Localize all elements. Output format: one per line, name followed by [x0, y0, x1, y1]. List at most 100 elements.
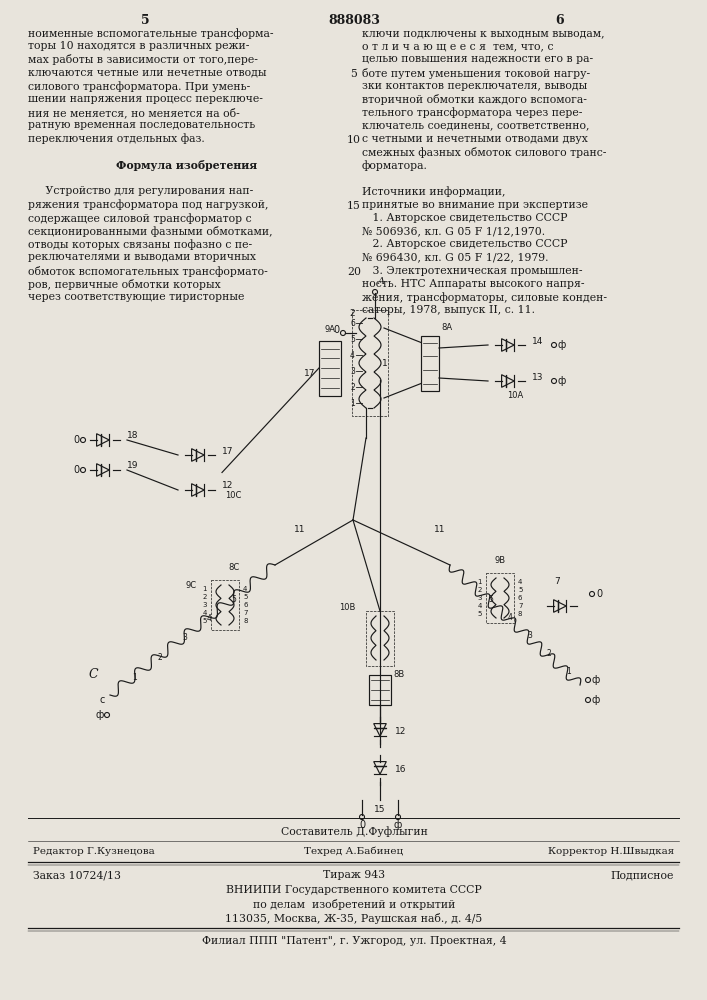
Text: 1: 1	[133, 672, 137, 682]
Text: A: A	[378, 277, 385, 286]
Text: 20: 20	[347, 267, 361, 277]
Text: Источники информации,: Источники информации,	[362, 186, 506, 197]
Text: 3: 3	[350, 366, 355, 375]
Text: секционированными фазными обмотками,: секционированными фазными обмотками,	[28, 226, 273, 237]
Text: 2: 2	[349, 308, 355, 318]
Text: Формула изобретения: Формула изобретения	[116, 160, 257, 171]
Text: 5: 5	[141, 14, 149, 27]
Text: по делам  изобретений и открытий: по делам изобретений и открытий	[253, 899, 455, 910]
Text: Составитель Д.Фуфлыгин: Составитель Д.Фуфлыгин	[281, 826, 428, 837]
Text: Филиал ППП "Патент", г. Ужгород, ул. Проектная, 4: Филиал ППП "Патент", г. Ужгород, ул. Про…	[201, 936, 506, 946]
Text: 14: 14	[532, 336, 544, 346]
Text: содержащее силовой трансформатор с: содержащее силовой трансформатор с	[28, 213, 252, 224]
Text: 1: 1	[477, 579, 482, 585]
Text: реключателями и выводами вторичных: реключателями и выводами вторичных	[28, 252, 256, 262]
Text: № 696430, кл. G 05 F 1/22, 1979.: № 696430, кл. G 05 F 1/22, 1979.	[362, 252, 549, 262]
Text: 4: 4	[478, 603, 482, 609]
Text: 6: 6	[556, 14, 564, 27]
Text: 11: 11	[294, 526, 305, 534]
Bar	[366, 610, 394, 666]
Text: ф: ф	[592, 695, 600, 705]
Text: с четными и нечетными отводами двух: с четными и нечетными отводами двух	[362, 134, 588, 144]
Text: 3. Электротехническая промышлен-: 3. Электротехническая промышлен-	[362, 266, 583, 276]
Bar	[319, 340, 341, 395]
Text: 2: 2	[203, 594, 207, 600]
Text: 2. Авторское свидетельство СССР: 2. Авторское свидетельство СССР	[362, 239, 568, 249]
Text: 12: 12	[395, 728, 407, 736]
Text: ф: ф	[558, 376, 566, 386]
Text: 8: 8	[518, 611, 522, 617]
Text: боте путем уменьшения токовой нагру-: боте путем уменьшения токовой нагру-	[362, 68, 590, 79]
Text: 4: 4	[207, 614, 211, 623]
Text: саторы, 1978, выпуск II, с. 11.: саторы, 1978, выпуск II, с. 11.	[362, 305, 535, 315]
Text: 4: 4	[508, 613, 513, 622]
Text: 3: 3	[527, 632, 532, 641]
Text: Тираж 943: Тираж 943	[323, 870, 385, 880]
Text: ния не меняется, но меняется на об-: ния не меняется, но меняется на об-	[28, 107, 240, 118]
Text: 2: 2	[158, 653, 162, 662]
Text: ключаются четные или нечетные отводы: ключаются четные или нечетные отводы	[28, 68, 267, 78]
Text: 6: 6	[243, 602, 247, 608]
Text: ф: ф	[95, 710, 104, 720]
Text: ф: ф	[558, 340, 566, 350]
Text: отводы которых связаны пофазно с пе-: отводы которых связаны пофазно с пе-	[28, 239, 252, 250]
Text: 113035, Москва, Ж-35, Раушская наб., д. 4/5: 113035, Москва, Ж-35, Раушская наб., д. …	[226, 913, 483, 924]
Text: мах работы в зависимости от того,пере-: мах работы в зависимости от того,пере-	[28, 54, 258, 65]
Text: 17: 17	[222, 446, 233, 456]
Text: Заказ 10724/13: Заказ 10724/13	[33, 870, 121, 880]
Text: о т л и ч а ю щ е е с я  тем, что, с: о т л и ч а ю щ е е с я тем, что, с	[362, 41, 554, 51]
Text: 16: 16	[395, 766, 407, 774]
Text: Корректор Н.Швыдкая: Корректор Н.Швыдкая	[548, 847, 674, 856]
Text: 7: 7	[554, 577, 560, 586]
Text: c: c	[100, 695, 105, 705]
Text: 3: 3	[182, 634, 187, 643]
Text: смежных фазных обмоток силового транс-: смежных фазных обмоток силового транс-	[362, 147, 607, 158]
Text: 6: 6	[518, 595, 522, 601]
Text: 10: 10	[347, 135, 361, 145]
Text: Подписное: Подписное	[611, 870, 674, 880]
Text: 5: 5	[488, 595, 493, 604]
Text: 9B: 9B	[494, 556, 506, 565]
Bar	[211, 580, 239, 630]
Text: 15: 15	[374, 805, 386, 814]
Text: 10C: 10C	[225, 490, 241, 499]
Text: зки контактов переключателя, выводы: зки контактов переключателя, выводы	[362, 81, 588, 91]
Text: 2: 2	[478, 587, 482, 593]
Text: 2: 2	[350, 382, 355, 391]
Text: 15: 15	[347, 201, 361, 211]
Text: 11: 11	[434, 526, 445, 534]
Text: ряжения трансформатора под нагрузкой,: ряжения трансформатора под нагрузкой,	[28, 200, 269, 210]
Text: 17: 17	[303, 368, 315, 377]
Text: ность. НТС Аппараты высокого напря-: ность. НТС Аппараты высокого напря-	[362, 279, 585, 289]
Text: 0: 0	[596, 589, 602, 599]
Text: 10B: 10B	[339, 603, 355, 612]
Text: 7: 7	[243, 610, 247, 616]
Bar	[486, 573, 514, 623]
Text: ф: ф	[592, 675, 600, 685]
Text: 888083: 888083	[328, 14, 380, 27]
Text: переключения отдельных фаз.: переключения отдельных фаз.	[28, 134, 205, 144]
Text: 18: 18	[127, 432, 139, 440]
Text: 3: 3	[477, 595, 482, 601]
Text: 5: 5	[518, 587, 522, 593]
Text: 10A: 10A	[507, 391, 523, 400]
Text: целью повышения надежности его в ра-: целью повышения надежности его в ра-	[362, 54, 593, 64]
Text: 1: 1	[566, 668, 571, 676]
Text: 0: 0	[73, 435, 79, 445]
Text: 13: 13	[532, 372, 544, 381]
Bar	[421, 336, 439, 390]
Text: 5: 5	[243, 594, 247, 600]
Text: ф: ф	[394, 820, 402, 830]
Text: 5: 5	[478, 611, 482, 617]
Text: ключи подключены к выходным выводам,: ключи подключены к выходным выводам,	[362, 28, 604, 38]
Text: 0: 0	[359, 820, 365, 830]
Text: 9C: 9C	[186, 580, 197, 589]
Text: 0: 0	[73, 465, 79, 475]
Text: 5: 5	[350, 334, 355, 344]
Text: Редактор Г.Кузнецова: Редактор Г.Кузнецова	[33, 847, 155, 856]
Text: C: C	[88, 668, 98, 682]
Text: Техред А.Бабинец: Техред А.Бабинец	[305, 847, 404, 856]
Text: 5: 5	[351, 69, 358, 79]
Text: 1. Авторское свидетельство СССР: 1. Авторское свидетельство СССР	[362, 213, 568, 223]
Text: 8A: 8A	[441, 324, 452, 332]
